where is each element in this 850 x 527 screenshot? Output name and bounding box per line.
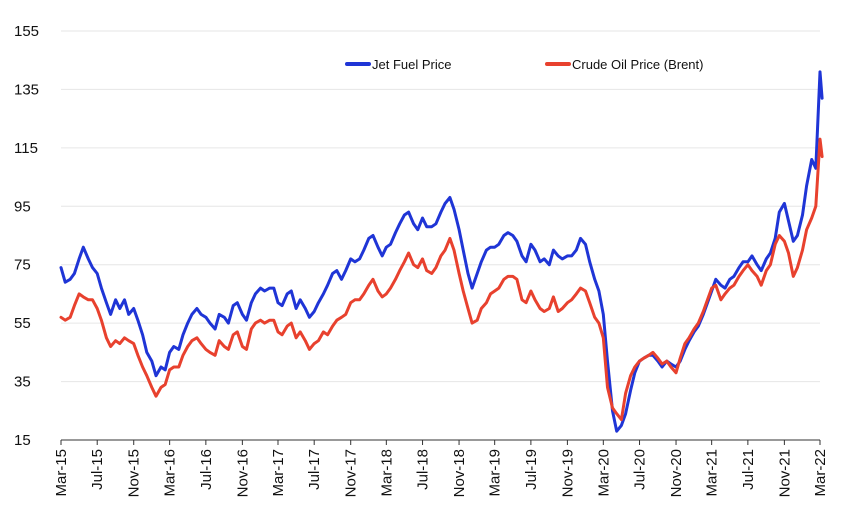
series-line-jet-fuel [59, 70, 824, 433]
y-tick-label: 135 [14, 81, 39, 98]
x-tick-label: Mar-19 [487, 449, 504, 497]
x-tick-label: Nov-19 [559, 449, 576, 497]
y-tick-label: 95 [14, 198, 31, 215]
x-tick-label: Jul-19 [523, 449, 540, 490]
x-tick-label: Jul-20 [632, 449, 649, 490]
x-tick-label: Jul-21 [740, 449, 757, 490]
x-tick-label: Mar-15 [53, 449, 70, 497]
y-axis: 15 35 55 75 95 115 135 155 [14, 23, 39, 449]
y-tick-label: 155 [14, 23, 39, 40]
x-tick-label: Nov-18 [451, 449, 468, 497]
y-tick-label: 35 [14, 374, 31, 391]
legend-label: Jet Fuel Price [372, 57, 451, 72]
x-tick-label: Mar-17 [270, 449, 287, 497]
x-tick-label: Jul-17 [306, 449, 323, 490]
y-tick-label: 115 [14, 140, 38, 157]
series-line-brent-crude [59, 137, 824, 422]
y-tick-label: 55 [14, 315, 31, 332]
x-tick-label: Mar-18 [378, 449, 395, 497]
x-tick-label: Jul-15 [89, 449, 106, 490]
x-tick-label: Jul-16 [198, 449, 215, 490]
x-tick-label: Mar-16 [162, 449, 179, 497]
x-tick-label: Nov-16 [234, 449, 251, 497]
x-axis: Mar-15 Jul-15 Nov-15 Mar-16 Jul-16 Nov-16 Mar-… [53, 439, 829, 497]
gridlines [61, 30, 820, 383]
x-tick-label: Nov-20 [668, 449, 685, 497]
x-tick-label: Mar-21 [704, 449, 721, 497]
legend: Jet Fuel Price Crude Oil Price (Brent) [345, 57, 703, 72]
y-tick-label: 15 [14, 432, 31, 449]
y-tick-label: 75 [14, 257, 31, 274]
x-tick-label: Nov-17 [343, 449, 360, 497]
series-group [59, 70, 824, 433]
x-tick-label: Jul-18 [415, 449, 432, 490]
x-tick-label: Mar-22 [812, 449, 829, 497]
x-tick-label: Nov-21 [776, 449, 793, 497]
x-tick-label: Mar-20 [595, 449, 612, 497]
x-tick-label: Nov-15 [126, 449, 143, 497]
legend-label: Crude Oil Price (Brent) [572, 57, 703, 72]
